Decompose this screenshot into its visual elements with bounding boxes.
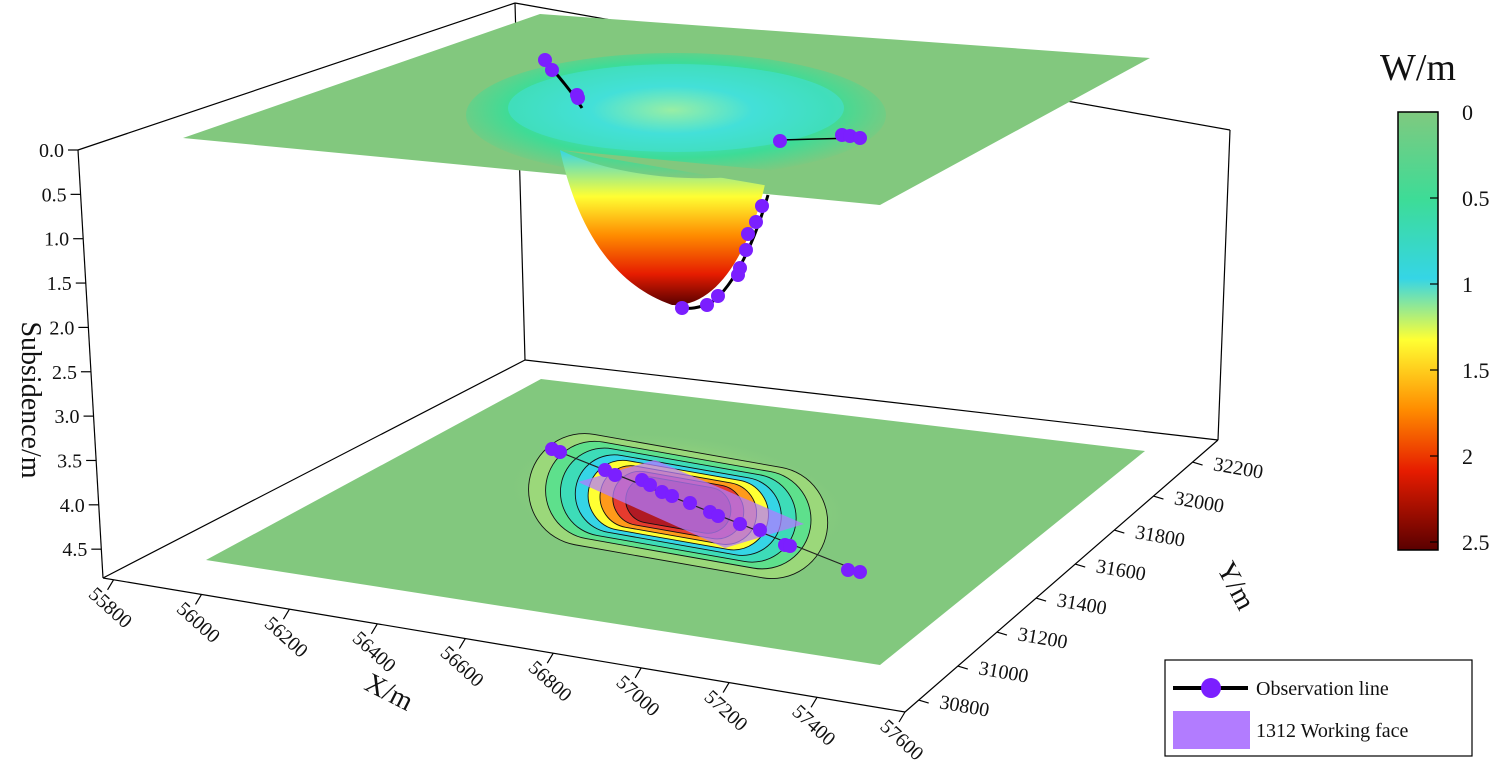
colorbar-tick-label: 2.5 [1462, 530, 1490, 555]
observation-point [749, 215, 763, 229]
x-tick-label: 56800 [524, 657, 576, 707]
observation-point [739, 243, 753, 257]
x-tick-mark [107, 579, 115, 591]
observation-point [755, 199, 769, 213]
y-tick-label: 31000 [977, 657, 1030, 687]
y-tick-label: 31800 [1133, 521, 1186, 551]
observation-point [853, 131, 867, 145]
floor-contour-plane [206, 379, 1145, 665]
y-tick-mark [1075, 563, 1086, 568]
observation-point [538, 53, 552, 67]
colorbar-gradient [1397, 111, 1439, 551]
observation-line-marker-icon [1201, 678, 1221, 698]
x-tick-label: 56600 [436, 642, 488, 692]
x-tick-mark [370, 623, 378, 635]
x-tick-mark [546, 652, 554, 664]
y-tick-label: 32000 [1173, 487, 1226, 517]
x-axis-line [102, 577, 906, 713]
observation-point [545, 63, 559, 77]
x-tick-label: 56000 [172, 598, 224, 648]
working-face-swatch-icon [1173, 711, 1250, 749]
x-axis-title: X/m [360, 667, 419, 717]
z-tick-label: 0.0 [39, 140, 64, 162]
observation-point [741, 227, 755, 241]
observation-point [675, 301, 689, 315]
colorbar: W/m 0 0.5 1 1.5 2 2.5 [1380, 47, 1489, 555]
observation-point [700, 298, 714, 312]
y-tick-mark [1035, 597, 1047, 602]
x-tick-mark [810, 696, 818, 708]
observation-point [553, 445, 567, 459]
z-tick-label: 1.5 [47, 273, 72, 295]
observation-point [731, 268, 745, 282]
z-tick-label: 1.0 [44, 229, 69, 251]
observation-point [733, 517, 747, 531]
colorbar-ticks: 0 0.5 1 1.5 2 2.5 [1430, 100, 1490, 555]
x-tick-label: 55800 [84, 583, 136, 633]
x-tick-mark [458, 638, 466, 649]
x-tick-mark [194, 594, 203, 605]
legend-observation-line: Observation line [1256, 678, 1389, 700]
y-tick-label: 31200 [1016, 623, 1069, 653]
observation-points [538, 53, 867, 579]
observation-point [711, 509, 725, 523]
observation-point [773, 134, 787, 148]
y-tick-mark [996, 631, 1008, 636]
y-tick-mark [1192, 461, 1203, 466]
observation-point [783, 539, 797, 553]
colorbar-tick-label: 1.5 [1462, 358, 1490, 383]
y-tick-label: 31600 [1094, 555, 1147, 585]
y-tick-label: 30800 [938, 691, 991, 721]
colorbar-tick-label: 1 [1462, 272, 1473, 297]
legend-box [1164, 659, 1473, 757]
z-axis-title: Subsidence/m [15, 321, 46, 478]
z-tick-label: 4.5 [62, 539, 87, 561]
observation-point [643, 478, 657, 492]
y-axis-line [904, 439, 1219, 713]
y-tick-mark [1114, 529, 1125, 534]
y-tick-mark [918, 699, 929, 704]
z-tick-label: 3.0 [55, 406, 80, 428]
z-axis: 0.0 0.5 1.0 1.5 2.0 2.5 3.0 3.5 4.0 4.5 [39, 140, 102, 561]
observation-point [571, 91, 585, 105]
z-tick-label: 4.0 [60, 495, 85, 517]
x-tick-label: 57400 [788, 701, 840, 751]
x-tick-mark [634, 667, 642, 679]
colorbar-tick-label: 0.5 [1462, 186, 1490, 211]
observation-point [841, 563, 855, 577]
y-tick-label: 32200 [1212, 453, 1265, 483]
colorbar-title: W/m [1380, 47, 1456, 89]
colorbar-tick-label: 2 [1462, 444, 1473, 469]
y-axis-title: Y/m [1210, 557, 1261, 616]
x-tick-mark [898, 711, 906, 723]
x-tick-mark [722, 682, 730, 693]
colorbar-tick-label: 0 [1462, 100, 1473, 125]
z-tick-label: 2.5 [52, 362, 77, 384]
legend-working-face: 1312 Working face [1256, 720, 1409, 742]
subsidence-surface [183, 14, 1150, 306]
y-tick-mark [1153, 495, 1164, 500]
x-tick-label: 56200 [260, 613, 312, 663]
x-tick-mark [282, 608, 290, 620]
observation-point [853, 565, 867, 579]
z-tick-label: 3.5 [57, 450, 82, 472]
legend: Observation line 1312 Working face [1164, 659, 1473, 757]
z-tick-label: 0.5 [42, 184, 67, 206]
x-tick-label: 57600 [876, 715, 928, 761]
y-tick-label: 31400 [1055, 589, 1108, 619]
x-tick-label: 57000 [612, 671, 664, 721]
observation-point [665, 489, 679, 503]
observation-point [753, 523, 767, 537]
x-tick-label: 57200 [700, 686, 752, 736]
observation-point [711, 289, 725, 303]
observation-point [608, 468, 622, 482]
y-tick-mark [957, 665, 968, 670]
observation-point [683, 496, 697, 510]
z-tick-label: 2.0 [49, 317, 74, 339]
